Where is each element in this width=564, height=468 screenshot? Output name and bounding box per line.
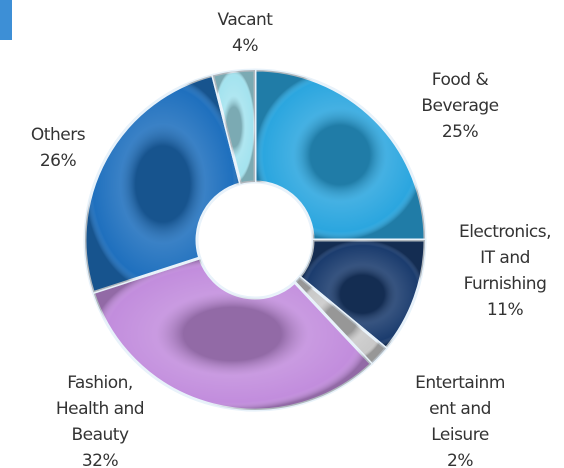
value-label: 26% bbox=[40, 151, 77, 171]
value-label: 25% bbox=[442, 122, 479, 142]
category-label: Furnishing bbox=[464, 274, 547, 294]
donut-segment bbox=[253, 68, 427, 242]
value-label: 32% bbox=[82, 451, 119, 468]
value-label: 11% bbox=[487, 300, 524, 320]
category-label: Entertainm bbox=[415, 373, 505, 393]
donut-segment bbox=[83, 73, 243, 295]
category-label: Beauty bbox=[71, 425, 128, 445]
category-label: Leisure bbox=[431, 425, 489, 445]
value-label: 2% bbox=[447, 451, 473, 468]
value-label: 4% bbox=[232, 36, 258, 56]
category-label: Fashion, bbox=[67, 373, 133, 393]
category-label: Food & bbox=[432, 70, 489, 90]
category-label: Health and bbox=[56, 399, 144, 419]
tab-decoration bbox=[0, 0, 12, 40]
category-label: ent and bbox=[429, 399, 491, 419]
category-label: IT and bbox=[480, 248, 530, 268]
category-label: Electronics, bbox=[459, 222, 551, 242]
category-label: Beverage bbox=[421, 96, 498, 116]
category-label: Vacant bbox=[218, 10, 274, 30]
category-label: Others bbox=[31, 125, 86, 145]
